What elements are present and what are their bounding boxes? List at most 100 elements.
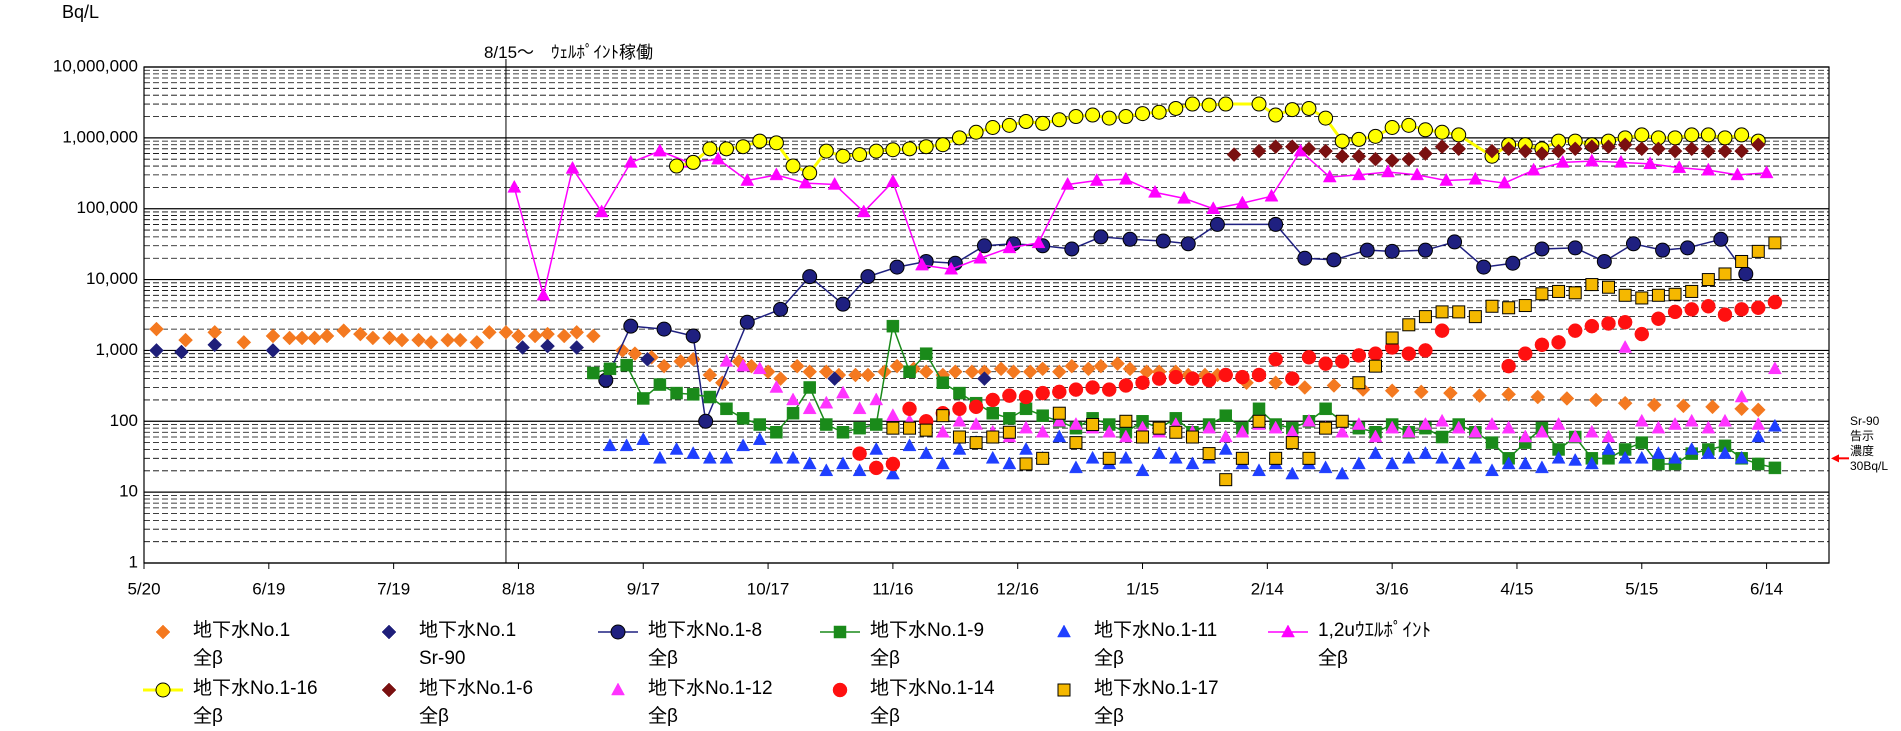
point (860, 269, 876, 285)
point (1152, 421, 1166, 435)
point (498, 324, 514, 340)
x-tick-label: 6/19 (252, 579, 285, 598)
point (1069, 436, 1083, 450)
point (1751, 300, 1766, 316)
point (1667, 304, 1683, 320)
point (1476, 259, 1492, 275)
point (835, 148, 851, 164)
point (265, 328, 281, 344)
point (1326, 252, 1342, 268)
point (515, 340, 530, 355)
point (1502, 301, 1516, 315)
point (1318, 356, 1333, 371)
point (620, 358, 633, 372)
point (1035, 385, 1050, 401)
point (1251, 96, 1267, 112)
point (1701, 299, 1716, 314)
point (852, 147, 868, 163)
point (1584, 456, 1599, 470)
plot-area (143, 66, 1830, 564)
point (1285, 466, 1300, 480)
point (1251, 367, 1267, 383)
point (1006, 364, 1021, 380)
point (1417, 242, 1433, 258)
point (968, 124, 984, 140)
point (1368, 429, 1383, 443)
point (594, 204, 609, 218)
point (1435, 305, 1449, 319)
point (786, 392, 800, 406)
point (1031, 235, 1046, 249)
point (1434, 323, 1450, 338)
legend-marker (155, 682, 171, 698)
point (1730, 167, 1745, 181)
point (973, 250, 988, 264)
point (656, 321, 672, 337)
point (1018, 114, 1034, 130)
legend-marker (1281, 624, 1295, 638)
point (1151, 371, 1167, 386)
annotation-text: Sr-90 告示 濃度 30Bq/L (1850, 414, 1889, 474)
point (752, 432, 767, 445)
point (511, 328, 526, 344)
point (1218, 367, 1233, 383)
point (786, 406, 800, 420)
point (481, 324, 497, 340)
point (1285, 371, 1300, 386)
point (1717, 143, 1733, 159)
point (469, 335, 485, 350)
point (951, 130, 967, 146)
point (976, 238, 992, 254)
point (1069, 417, 1083, 430)
point (1634, 450, 1649, 464)
point (1301, 350, 1317, 365)
point (753, 418, 767, 431)
point (827, 176, 842, 190)
point (619, 438, 634, 452)
series (603, 418, 1782, 480)
point (1002, 456, 1017, 470)
legend-label: 地下水No.1-14 全β (870, 678, 995, 727)
point (1064, 358, 1080, 374)
point (1701, 273, 1715, 287)
point (1368, 128, 1384, 144)
point (853, 421, 866, 435)
point (1651, 311, 1666, 326)
point (1535, 287, 1549, 301)
point (718, 141, 734, 157)
point (653, 378, 667, 391)
legend-marker (833, 625, 847, 639)
point (852, 446, 867, 461)
x-tick-label: 3/16 (1376, 579, 1409, 598)
point (953, 386, 966, 400)
x-tick-label: 10/17 (747, 579, 790, 598)
point (1218, 429, 1233, 443)
point (1052, 413, 1067, 427)
point (1297, 380, 1313, 395)
point (265, 343, 281, 358)
point (294, 330, 310, 346)
point (1418, 343, 1433, 358)
point (1268, 139, 1284, 155)
point (623, 318, 639, 334)
point (802, 401, 817, 415)
point (1701, 420, 1716, 434)
point (1351, 456, 1366, 470)
point (869, 441, 884, 455)
point (986, 430, 1000, 444)
legend-label: 1,2uｳｴﾙﾎﾟｲﾝﾄ 全β (1318, 620, 1431, 669)
point (902, 141, 918, 157)
point (1718, 413, 1732, 427)
point (1567, 323, 1583, 338)
point (985, 120, 1001, 136)
point (1672, 160, 1687, 173)
point (673, 354, 689, 369)
point (1334, 148, 1350, 164)
point (1335, 424, 1350, 438)
point (803, 381, 816, 394)
point (1655, 242, 1671, 258)
point (1102, 424, 1117, 438)
point (869, 392, 884, 406)
point (702, 367, 718, 383)
point (1334, 354, 1350, 369)
